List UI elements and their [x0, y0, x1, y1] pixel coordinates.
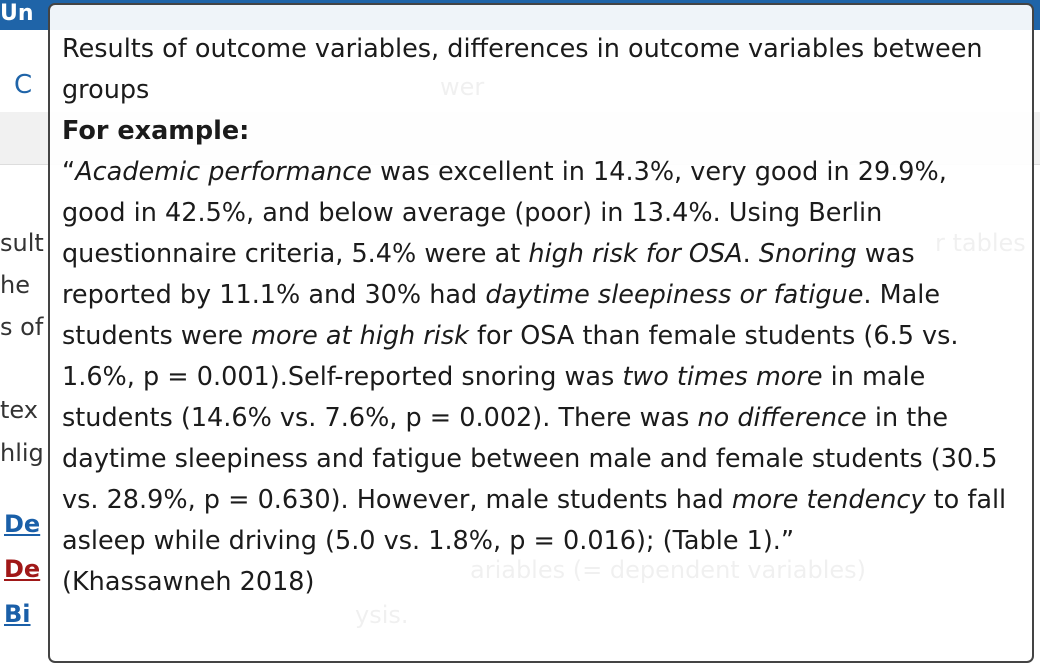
quote-emphasis: Academic performance [75, 157, 372, 187]
text-fragment: tex [0, 396, 38, 424]
link[interactable]: De [4, 555, 41, 583]
quote-emphasis: two times more [622, 362, 823, 392]
quote-text: . Male students were [62, 280, 941, 351]
quote-text: was reported by 11.1% and 30% had [62, 239, 915, 310]
quote-text: in male students (14.6% vs. 7.6%, p = 0.… [62, 362, 926, 433]
text-fragment: s of [0, 313, 44, 341]
example-label: For example: [62, 116, 250, 146]
quote-emphasis: more at high risk [251, 321, 469, 351]
tab[interactable]: C [14, 70, 33, 100]
quote-emphasis: Snoring [758, 239, 857, 269]
quote-text: was excellent in 14.3%, very good in 29.… [62, 157, 947, 269]
quote-text: in the daytime sleepiness and fatigue be… [62, 403, 998, 515]
tooltip: Results of outcome variables, difference… [48, 3, 1034, 663]
link[interactable]: Bi [4, 600, 31, 628]
quote: “Academic performance was excellent in 1… [62, 152, 1018, 562]
quote-emphasis: more tendency [731, 485, 926, 515]
text-fragment: he [0, 271, 30, 299]
quote-emphasis: no difference [697, 403, 867, 433]
link[interactable]: De [4, 510, 41, 538]
text-fragment: hlig [0, 439, 44, 467]
quote-text: for OSA than female students (6.5 vs. 1.… [62, 321, 959, 392]
tooltip-heading: Results of outcome variables, difference… [62, 34, 983, 105]
quote-text: “ [62, 157, 76, 187]
quote-text: . [742, 239, 759, 269]
quote-emphasis: high risk for OSA [528, 239, 743, 269]
citation: (Khassawneh 2018) [62, 567, 315, 597]
header-title[interactable]: Un [0, 1, 34, 26]
text-fragment: sult [0, 229, 44, 257]
quote-emphasis: daytime sleepiness or fatigue [485, 280, 864, 310]
quote-text: to fall asleep while driving (5.0 vs. 1.… [62, 485, 1007, 556]
